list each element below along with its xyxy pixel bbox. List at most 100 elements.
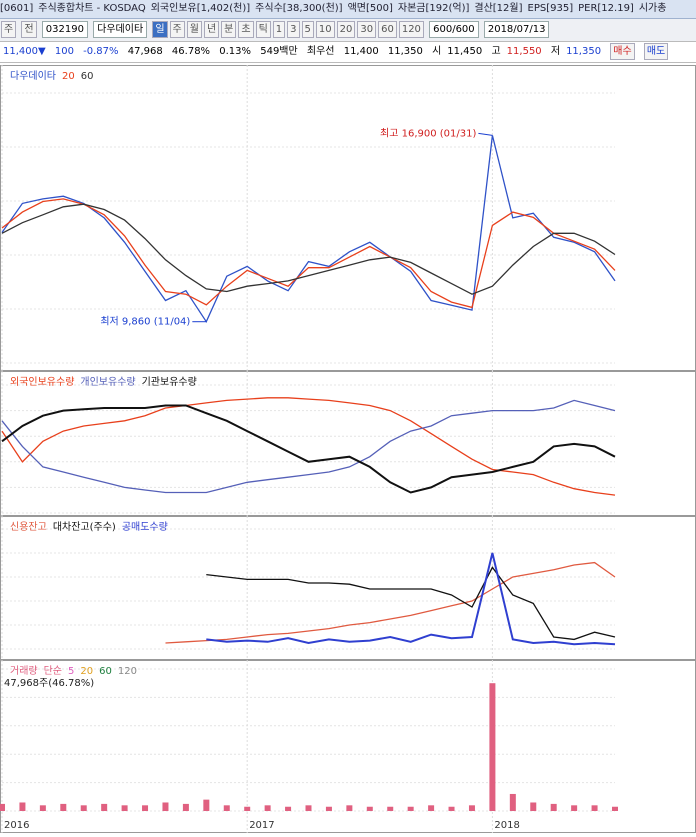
window-id: [0601] [0, 3, 34, 14]
chart: 다우데이타 20 60 최고 16,900 (01/31) 최저 9,860 (11/0… [0, 65, 696, 833]
volume-bar [39, 805, 46, 811]
legend-entry: 거래량 [10, 665, 38, 677]
interval-button[interactable]: 1 [272, 20, 286, 38]
info-item: 시가총 [638, 3, 667, 14]
volume-bar [591, 805, 598, 811]
period-button[interactable]: 분 [221, 20, 237, 38]
low-label: 저 [550, 46, 561, 57]
volume-bar [325, 806, 332, 811]
period-button[interactable]: 초 [238, 20, 254, 38]
volume-bar [142, 805, 149, 811]
period-button[interactable]: 일 [152, 20, 168, 38]
stock-name[interactable]: 다우데이타 [93, 20, 148, 38]
volume-bar [428, 805, 435, 811]
interval-button[interactable]: 3 [287, 20, 300, 38]
volume-bar [80, 805, 87, 811]
series-line [1, 404, 616, 494]
scope-select[interactable]: 전 [21, 20, 37, 38]
legend-entry: 20 [80, 666, 93, 677]
interval-button[interactable]: 30 [357, 20, 377, 38]
volume-bar [0, 803, 5, 811]
low: 11,350 [566, 46, 602, 57]
legend-entry: 외국인보유수량 [10, 376, 74, 388]
info-item: 주식수[38,300(천)] [255, 3, 343, 14]
legend-entry: 60 [81, 71, 94, 82]
volume-bar [264, 805, 271, 811]
legend-entry: 다우데이타 [10, 70, 56, 82]
sell-button[interactable]: 매도 [643, 42, 669, 60]
volume: 47,968 [127, 46, 163, 57]
title-bar: [0601] 주식종합차트 - KOSDAQ 외국인보유[1,402(천)] 주식수[… [0, 0, 696, 19]
volume-bar [305, 805, 312, 811]
info-item: 자본금[192(억)] [397, 3, 470, 14]
volume-bar [407, 806, 414, 811]
volume-bar [387, 806, 394, 811]
volume-bar [346, 805, 353, 811]
annotation: 최저 9,860 (11/04) [100, 316, 190, 328]
interval-button[interactable]: 10 [315, 20, 335, 38]
series-line [1, 397, 616, 496]
change-pct: -0.87% [83, 46, 119, 57]
legend-entry: 20 [62, 71, 75, 82]
volume-bar [550, 803, 557, 811]
high: 11,550 [506, 46, 542, 57]
panel-border [0, 516, 696, 660]
legend-entry: 60 [99, 666, 112, 677]
legend-entry: 신용잔고 [10, 521, 47, 533]
legend-entry: 기관보유수량 [142, 376, 197, 388]
series-line [206, 566, 616, 641]
ask: 11,400 [343, 46, 379, 57]
period-button[interactable]: 월 [186, 20, 202, 38]
open: 11,450 [447, 46, 483, 57]
buy-button[interactable]: 매수 [610, 42, 635, 60]
legend-entry: 공매도수량 [122, 521, 168, 533]
window-title: 주식종합차트 - KOSDAQ [38, 3, 146, 14]
turnover: 0.13% [219, 46, 252, 57]
info-item: 결산[12월] [474, 3, 523, 14]
volume-bar [223, 805, 230, 811]
volume-bar [162, 802, 169, 811]
change: 100 [54, 46, 74, 57]
price: 11,400▼ [3, 46, 46, 57]
code-input[interactable]: 032190 [41, 20, 88, 38]
interval-button[interactable]: 20 [336, 20, 356, 38]
period-button[interactable]: 년 [203, 20, 220, 38]
volume-bar [448, 806, 455, 811]
volume-bar [530, 802, 537, 811]
volume-bar [19, 802, 26, 811]
interval-button[interactable]: 60 [378, 20, 397, 38]
volume-bar [121, 805, 128, 811]
annotation: 최고 16,900 (01/31) [380, 127, 476, 139]
series-line [1, 198, 616, 309]
legend-entry: 120 [118, 666, 137, 677]
toolbar: 주 전 032190 다우데이타 일 주 월 년 분 초 틱 1 3 5 10 20 30 60 120 6… [0, 19, 696, 42]
period-button[interactable]: 틱 [255, 20, 271, 38]
volume-note: 47,968주(46.78%) [4, 678, 94, 689]
high-label: 고 [491, 46, 501, 57]
volume-bar [366, 806, 373, 811]
interval-button[interactable]: 120 [398, 20, 424, 38]
info-item: EPS[935] [527, 3, 574, 14]
volume-bar [468, 805, 475, 811]
date-input[interactable]: 2018/07/13 [483, 20, 550, 38]
count-input[interactable]: 600/600 [429, 20, 479, 38]
x-tick-label: 2017 [249, 820, 274, 831]
series-line [165, 561, 616, 644]
volume-bar [571, 805, 578, 811]
open-label: 시 [432, 46, 442, 57]
interval-button[interactable]: 5 [301, 20, 314, 38]
legend-entry: 5 [68, 666, 74, 677]
quote-row: 11,400▼ 100 -0.87% 47,968 46.78% 0.13% 5… [0, 42, 696, 63]
market-select[interactable]: 주 [1, 20, 17, 38]
x-tick-label: 2016 [4, 820, 29, 831]
info-item: PER[12.19] [578, 3, 634, 14]
volume-bar [489, 683, 496, 811]
amount: 549백만 [260, 46, 298, 57]
period-button[interactable]: 주 [169, 20, 185, 38]
volume-bar [60, 803, 67, 811]
legend-entry: 개인보유수량 [80, 376, 135, 388]
panel-border [0, 371, 696, 516]
x-tick-label: 2018 [494, 820, 519, 831]
info-item: 외국인보유[1,402(천)] [150, 3, 251, 14]
